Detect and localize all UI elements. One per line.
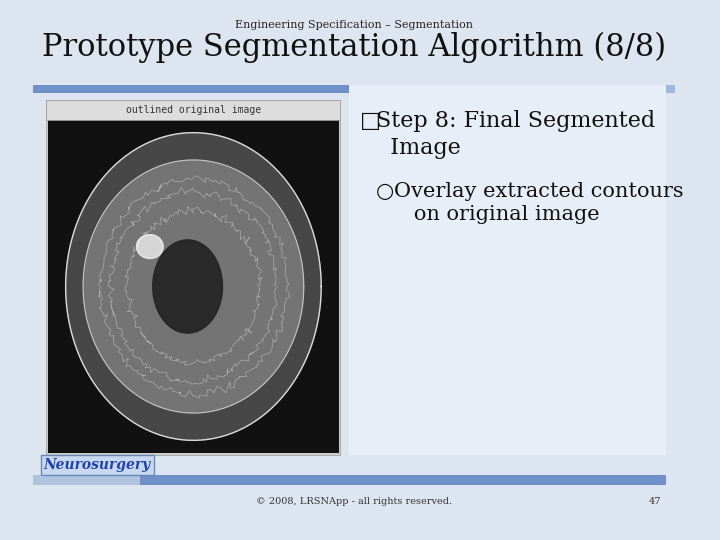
Bar xyxy=(33,475,140,485)
Bar xyxy=(349,85,665,455)
Text: © 2008, LRSNApp - all rights reserved.: © 2008, LRSNApp - all rights reserved. xyxy=(256,497,452,507)
Polygon shape xyxy=(137,234,163,259)
Text: Prototype Segmentation Algorithm (8/8): Prototype Segmentation Algorithm (8/8) xyxy=(42,32,666,63)
Bar xyxy=(46,100,341,455)
Text: Step 8: Final Segmented
  Image: Step 8: Final Segmented Image xyxy=(376,110,655,159)
Polygon shape xyxy=(153,240,222,333)
Text: ○: ○ xyxy=(376,182,395,201)
Polygon shape xyxy=(83,160,304,413)
Polygon shape xyxy=(66,133,321,440)
Text: □: □ xyxy=(360,110,381,132)
Bar xyxy=(33,85,505,93)
Bar xyxy=(140,475,665,485)
Text: Neurosurgery: Neurosurgery xyxy=(44,458,151,472)
Bar xyxy=(48,120,338,453)
Text: Overlay extracted contours
   on original image: Overlay extracted contours on original i… xyxy=(394,182,683,225)
Text: 47: 47 xyxy=(649,497,661,507)
Text: outlined original image: outlined original image xyxy=(126,105,261,115)
Bar xyxy=(46,100,341,120)
Bar xyxy=(505,85,675,93)
FancyBboxPatch shape xyxy=(33,0,675,95)
Text: Engineering Specification – Segmentation: Engineering Specification – Segmentation xyxy=(235,20,473,30)
